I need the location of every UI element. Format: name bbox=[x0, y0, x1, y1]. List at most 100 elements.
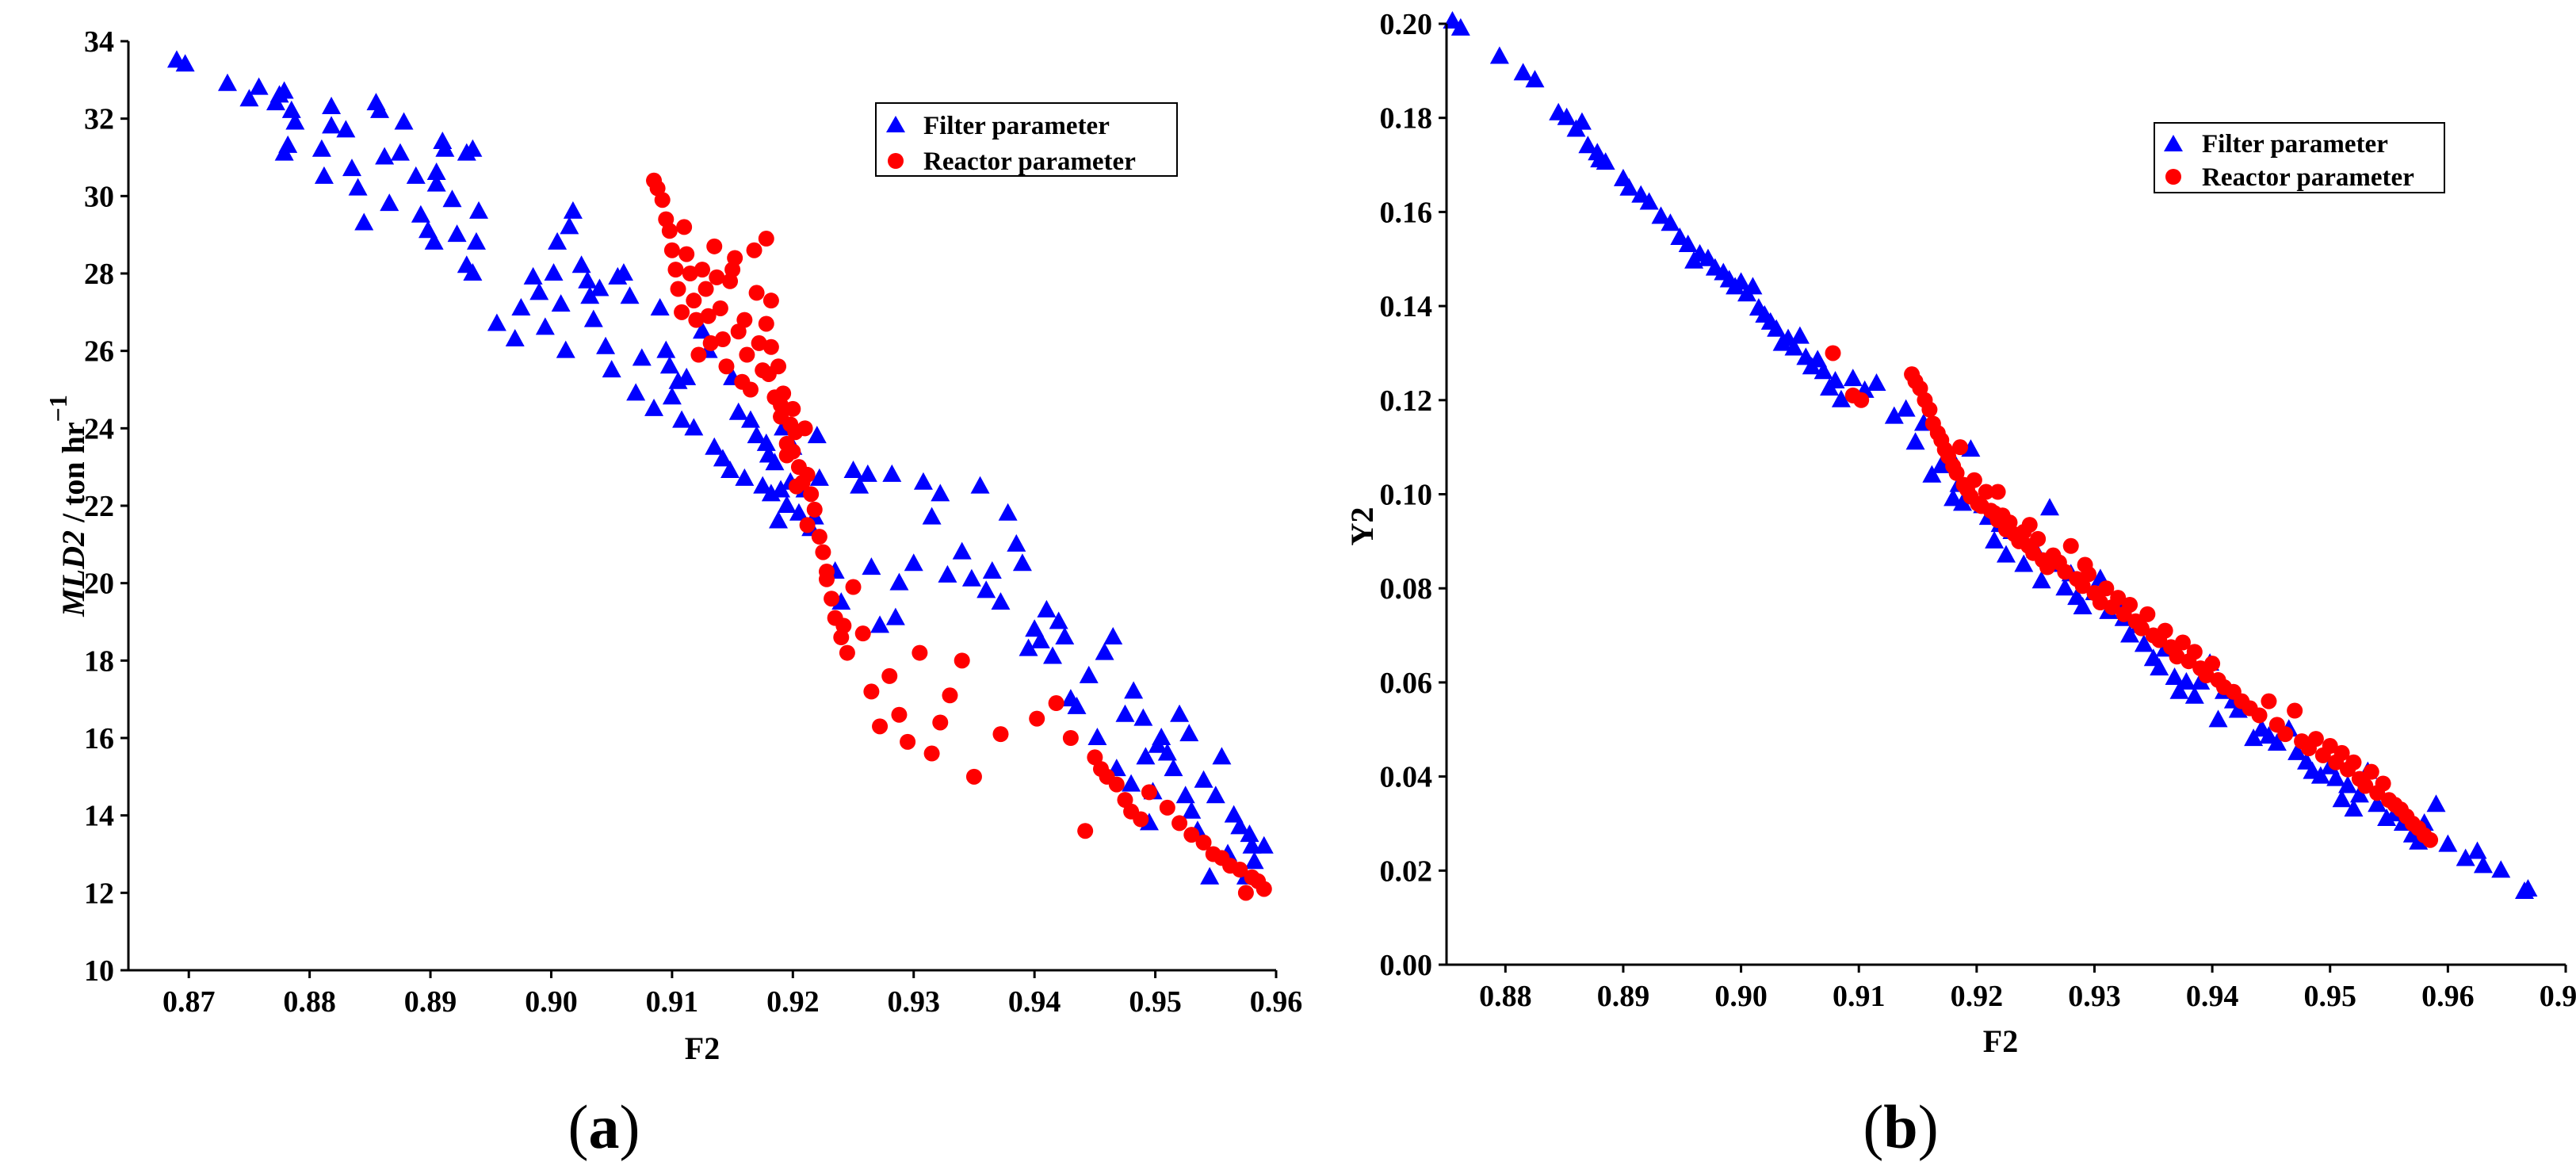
panel-b-y-tick-label: 0.04 bbox=[1380, 761, 1433, 794]
panel-a-legend-reactor-label: Reactor parameter bbox=[923, 147, 1136, 176]
panel-a-scatter-marks bbox=[166, 50, 1274, 901]
panel-a-filter-point bbox=[728, 402, 748, 420]
panel-a-filter-point bbox=[551, 294, 571, 312]
panel-a-x-tick-label: 0.92 bbox=[766, 985, 820, 1019]
panel-b-filter-point bbox=[1670, 228, 1690, 246]
panel-a-reactor-point bbox=[1077, 823, 1094, 839]
panel-a-filter-point bbox=[656, 340, 676, 358]
panel-b-filter-point bbox=[2191, 671, 2211, 690]
panel-a-filter-point bbox=[217, 73, 237, 91]
panel-b-chart: 0.88 0.89 0.90 0.91 0.92 0.93 0.94 0.95 0.96 0.97… bbox=[1344, 8, 2576, 1161]
panel-a-reactor-point bbox=[785, 400, 801, 417]
panel-a-filter-point bbox=[336, 120, 356, 138]
panel-a-filter-point bbox=[249, 77, 269, 95]
panel-b-reactor-point bbox=[1989, 484, 2006, 500]
panel-b-y-tick-label: 0.06 bbox=[1380, 667, 1433, 700]
panel-b-x-tick-label: 0.89 bbox=[1597, 980, 1650, 1013]
panel-b-filter-point bbox=[1489, 46, 1509, 64]
panel-a-x-tick-label: 0.90 bbox=[525, 985, 578, 1019]
panel-a-y-tick-label: 20 bbox=[84, 568, 114, 601]
panel-a-reactor-point bbox=[1048, 695, 1064, 712]
panel-a-filter-point bbox=[1240, 824, 1259, 843]
panel-a-filter-point bbox=[1133, 708, 1153, 726]
panel-a-filter-point bbox=[1242, 835, 1262, 854]
panel-a-filter-point bbox=[677, 367, 697, 385]
panel-b-y-tick-label: 0.18 bbox=[1380, 102, 1433, 136]
panel-a-reactor-point bbox=[751, 335, 767, 351]
panel-a-filter-point bbox=[735, 468, 755, 486]
panel-b-filter-point bbox=[1525, 70, 1545, 88]
panel-b-x-ticks: 0.88 0.89 0.90 0.91 0.92 0.93 0.94 0.95 0.96 0.97 bbox=[1479, 965, 2576, 1013]
panel-b-reactor-point bbox=[1921, 401, 1938, 418]
panel-a-reactor-point bbox=[1133, 811, 1149, 828]
panel-a-y-axis-title-unit: / ton hr bbox=[55, 422, 91, 530]
panel-a-x-tick-label: 0.96 bbox=[1250, 985, 1303, 1019]
panel-b-filter-point bbox=[1513, 63, 1533, 81]
panel-b-filter-point bbox=[2338, 775, 2358, 793]
panel-a-reactor-point bbox=[773, 397, 789, 414]
panel-b-filter-point bbox=[1572, 112, 1592, 130]
panel-a-filter-point bbox=[747, 426, 766, 444]
panel-b-filter-point bbox=[1596, 152, 1615, 170]
panel-b-filter-point bbox=[2287, 742, 2307, 760]
panel-a-reactor-point bbox=[799, 517, 816, 533]
panel-a-filter-point bbox=[463, 139, 483, 157]
panel-a-filter-point bbox=[370, 100, 390, 118]
panel-b-filter-point bbox=[1814, 361, 1833, 380]
panel-b-filter-point bbox=[2014, 554, 2034, 572]
panel-a-filter-point bbox=[1152, 728, 1171, 745]
panel-b-filter-point bbox=[2150, 658, 2169, 676]
panel-a-filter-point bbox=[1037, 599, 1057, 618]
panel-a-filter-point bbox=[563, 201, 583, 219]
panel-b-y-tick-label: 0.10 bbox=[1380, 479, 1433, 512]
panel-a-filter-point bbox=[523, 266, 543, 285]
panel-a-filter-point bbox=[862, 557, 881, 575]
panel-b-reactor-point bbox=[1978, 484, 1994, 500]
panel-a-filter-point bbox=[390, 143, 410, 161]
panel-a-reactor-point bbox=[686, 292, 702, 309]
panel-b-filter-point bbox=[2473, 855, 2493, 874]
panel-a-filter-point bbox=[644, 398, 664, 416]
panel-b-x-tick-label: 0.88 bbox=[1479, 980, 1532, 1013]
panel-b-reactor-point bbox=[2307, 731, 2324, 748]
panel-a-reactor-point bbox=[891, 706, 908, 723]
panel-a-filter-point bbox=[529, 282, 549, 300]
panel-a-filter-point bbox=[1254, 835, 1274, 854]
panel-b-reactor-point bbox=[2098, 580, 2115, 597]
panel-a-filter-point bbox=[626, 383, 646, 401]
panel-a-reactor-point bbox=[1062, 730, 1079, 746]
panel-a-y-tick-label: 32 bbox=[84, 103, 114, 136]
panel-a-filter-point bbox=[411, 205, 430, 223]
panel-a-legend-filter-marker bbox=[886, 116, 905, 132]
panel-a-filter-point bbox=[394, 112, 414, 130]
panel-a-filter-point bbox=[406, 166, 426, 184]
panel-a-filter-point bbox=[348, 178, 368, 196]
panel-b-filter-point bbox=[2039, 498, 2059, 516]
panel-a-y-tick-label: 10 bbox=[84, 954, 114, 988]
panel-a-reactor-point bbox=[923, 745, 940, 762]
panel-a-filter-point bbox=[882, 464, 902, 482]
panel-a-filter-point bbox=[1055, 627, 1075, 645]
panel-a-reactor-point bbox=[676, 219, 693, 235]
panel-a-filter-point bbox=[809, 468, 829, 486]
panel-a-filter-point bbox=[548, 231, 568, 250]
panel-a-filter-point bbox=[1136, 747, 1156, 765]
panel-a-filter-point bbox=[1164, 759, 1183, 777]
panel-a-y-tick-label: 24 bbox=[84, 412, 114, 445]
panel-a-filter-point bbox=[1122, 774, 1141, 792]
panel-b-filter-point bbox=[1743, 277, 1763, 295]
panel-b-filter-point bbox=[1639, 192, 1659, 210]
panel-a-filter-point bbox=[662, 387, 682, 405]
panel-a-filter-point bbox=[961, 568, 981, 587]
panel-a-filter-point bbox=[889, 572, 909, 591]
panel-b-filter-point bbox=[1896, 399, 1916, 417]
panel-b-filter-point bbox=[1784, 338, 1804, 356]
panel-a-reactor-point bbox=[663, 242, 680, 258]
panel-a-filter-point bbox=[419, 220, 438, 239]
panel-a-filter-point bbox=[426, 162, 446, 181]
panel-b-legend-filter-label: Filter parameter bbox=[2202, 130, 2388, 159]
panel-a-reactor-point bbox=[788, 478, 805, 495]
panel-b-filter-point bbox=[1651, 206, 1671, 224]
panel-b-filter-point bbox=[1790, 326, 1810, 344]
panel-a-filter-point bbox=[435, 139, 455, 157]
